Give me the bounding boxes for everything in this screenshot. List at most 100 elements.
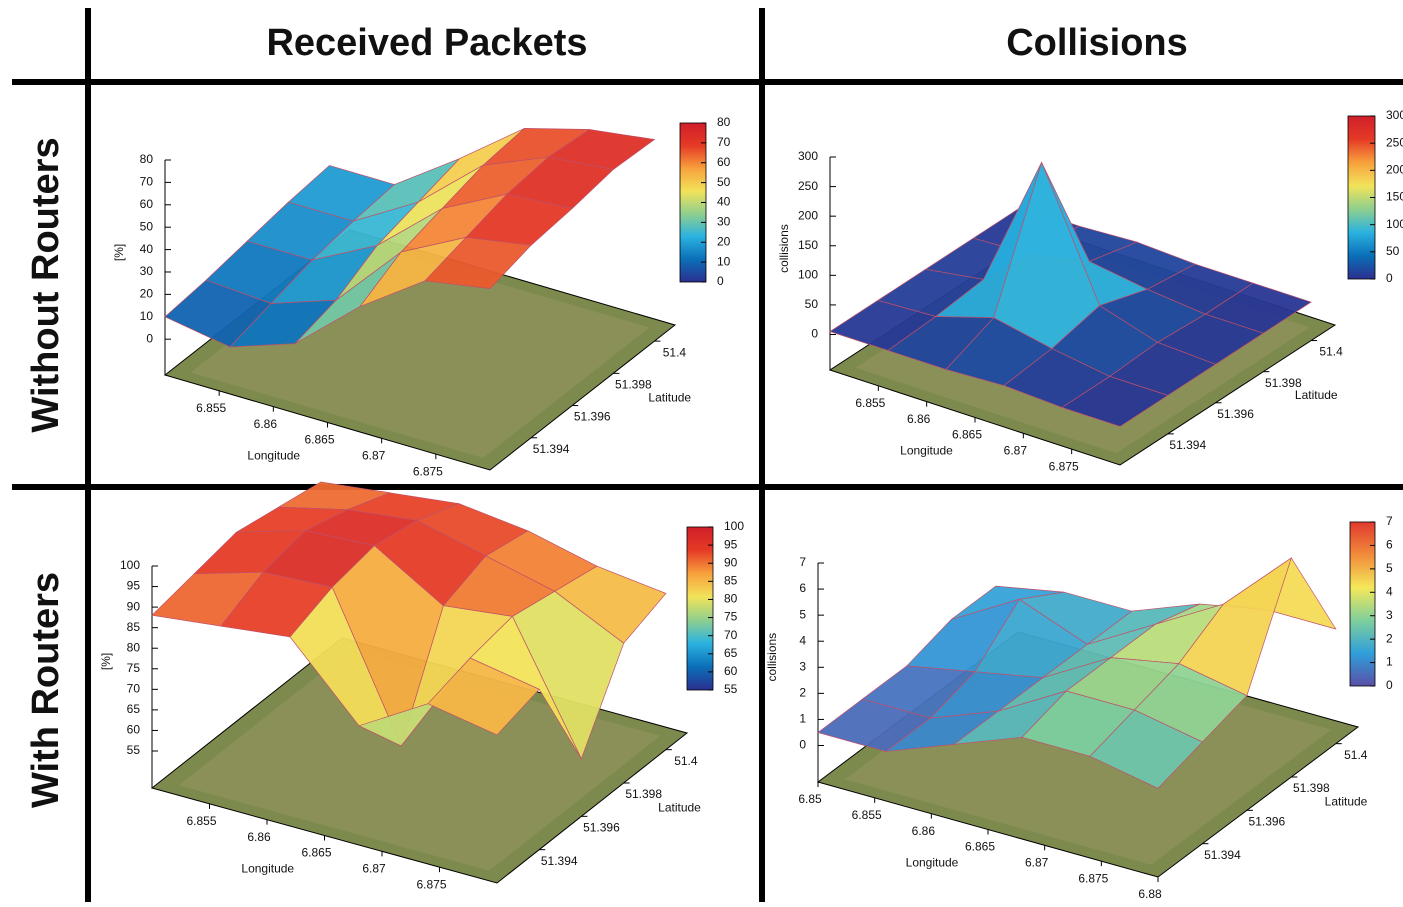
z-tick-label: 80 [140, 152, 154, 166]
y-tick-label: 51.4 [663, 345, 687, 359]
x-tick-label: 6.855 [855, 396, 885, 410]
colorbar-tick-label: 100 [724, 519, 744, 533]
colorbar-tick-label: 50 [717, 175, 731, 189]
row-header: Without Routers [25, 137, 67, 432]
colorbar-tick-label: 150 [1386, 190, 1403, 204]
z-tick-label: 60 [140, 197, 154, 211]
x-axis-label: Longitude [900, 443, 953, 457]
colorbar-tick-label: 0 [1386, 271, 1393, 285]
colorbar-tick-label: 6 [1386, 538, 1393, 552]
z-tick-label: 95 [127, 579, 141, 593]
z-tick-label: 0 [146, 331, 153, 345]
colorbar-tick-label: 2 [1386, 631, 1393, 645]
y-tick-label: 51.396 [574, 410, 611, 424]
x-tick-label: 6.855 [196, 401, 226, 415]
y-tick-label: 51.394 [1169, 438, 1206, 452]
y-tick-label: 51.398 [625, 787, 662, 801]
z-tick-label: 80 [127, 640, 141, 654]
x-tick-label: 6.875 [413, 464, 443, 478]
x-tick-label: 6.87 [1025, 856, 1049, 870]
colorbar-tick-label: 95 [724, 537, 738, 551]
colorbar-tick-label: 80 [717, 115, 731, 129]
colorbar-tick-label: 0 [1386, 678, 1393, 692]
colorbar-tick-label: 100 [1386, 217, 1403, 231]
z-tick-label: 40 [140, 242, 154, 256]
colorbar-tick-label: 20 [717, 234, 731, 248]
colorbar-tick-label: 55 [724, 682, 738, 696]
x-tick-label: 6.86 [912, 824, 936, 838]
x-tick-label: 6.855 [186, 814, 216, 828]
colorbar-tick-label: 90 [724, 555, 738, 569]
colorbar-tick-label: 40 [717, 195, 731, 209]
z-tick-label: 6 [799, 581, 806, 595]
x-axis-label: Longitude [906, 855, 959, 869]
y-tick-label: 51.396 [1217, 407, 1254, 421]
x-tick-label: 6.865 [304, 433, 334, 447]
x-tick-label: 6.875 [1078, 871, 1108, 885]
x-tick-label: 6.87 [1004, 444, 1028, 458]
y-tick-label: 51.398 [615, 378, 652, 392]
x-tick-label: 6.86 [254, 417, 278, 431]
z-tick-label: 85 [127, 620, 141, 634]
z-tick-label: 70 [127, 682, 141, 696]
z-tick-label: 4 [799, 633, 806, 647]
colorbar-tick-label: 75 [724, 610, 738, 624]
z-tick-label: 5 [799, 607, 806, 621]
z-tick-label: 0 [811, 327, 818, 341]
z-tick-label: 0 [799, 738, 806, 752]
colorbar-tick-label: 1 [1386, 655, 1393, 669]
colorbar-tick-label: 7 [1386, 514, 1393, 528]
y-axis-label: Latitude [658, 801, 701, 815]
x-tick-label: 6.87 [362, 862, 386, 876]
colorbar-tick-label: 65 [724, 646, 738, 660]
z-tick-label: 50 [140, 219, 154, 233]
colorbar-tick-label: 60 [717, 155, 731, 169]
colorbar-tick-label: 30 [717, 215, 731, 229]
colorbar [687, 527, 713, 690]
colorbar-tick-label: 50 [1386, 244, 1400, 258]
x-tick-label: 6.87 [362, 449, 386, 463]
x-tick-label: 6.865 [952, 428, 982, 442]
x-tick-label: 6.86 [247, 830, 271, 844]
z-tick-label: 75 [127, 661, 141, 675]
colorbar-tick-label: 4 [1386, 584, 1393, 598]
y-tick-label: 51.394 [533, 442, 570, 456]
figure: Received Packets Collisions Without Rout… [0, 0, 1403, 902]
x-tick-label: 6.865 [965, 840, 995, 854]
z-tick-label: 1 [799, 712, 806, 726]
y-tick-label: 51.396 [583, 821, 620, 835]
z-axis-label: collisions [777, 224, 791, 273]
z-tick-label: 55 [127, 743, 141, 757]
y-tick-label: 51.398 [1293, 781, 1330, 795]
z-tick-label: 200 [798, 208, 818, 222]
z-tick-label: 3 [799, 659, 806, 673]
z-axis-label: collisions [765, 633, 779, 682]
y-tick-label: 51.396 [1249, 815, 1286, 829]
y-axis-label: Latitude [1325, 795, 1368, 809]
x-tick-label: 6.875 [416, 877, 446, 891]
x-axis-label: Longitude [247, 448, 300, 462]
y-tick-label: 51.4 [1344, 748, 1368, 762]
colorbar-tick-label: 250 [1386, 135, 1403, 149]
colorbar-tick-label: 60 [724, 664, 738, 678]
z-tick-label: 60 [127, 723, 141, 737]
z-tick-label: 150 [798, 238, 818, 252]
z-tick-label: 100 [120, 558, 140, 572]
z-tick-label: 70 [140, 175, 154, 189]
colorbar-tick-label: 85 [724, 574, 738, 588]
colorbar-tick-label: 200 [1386, 163, 1403, 177]
z-tick-label: 100 [798, 268, 818, 282]
colorbar-tick-label: 0 [717, 274, 724, 288]
y-tick-label: 51.394 [1204, 848, 1241, 862]
z-axis-label: [%] [112, 244, 126, 261]
colorbar-tick-label: 300 [1386, 108, 1403, 122]
y-tick-label: 51.4 [1319, 345, 1343, 359]
y-axis-label: Latitude [648, 390, 691, 404]
x-tick-label: 6.865 [301, 846, 331, 860]
z-tick-label: 50 [805, 297, 819, 311]
y-tick-label: 51.4 [674, 754, 698, 768]
x-tick-label: 6.875 [1049, 459, 1079, 473]
colorbar [1350, 522, 1375, 686]
colorbar-tick-label: 3 [1386, 608, 1393, 622]
column-header: Received Packets [266, 22, 587, 64]
